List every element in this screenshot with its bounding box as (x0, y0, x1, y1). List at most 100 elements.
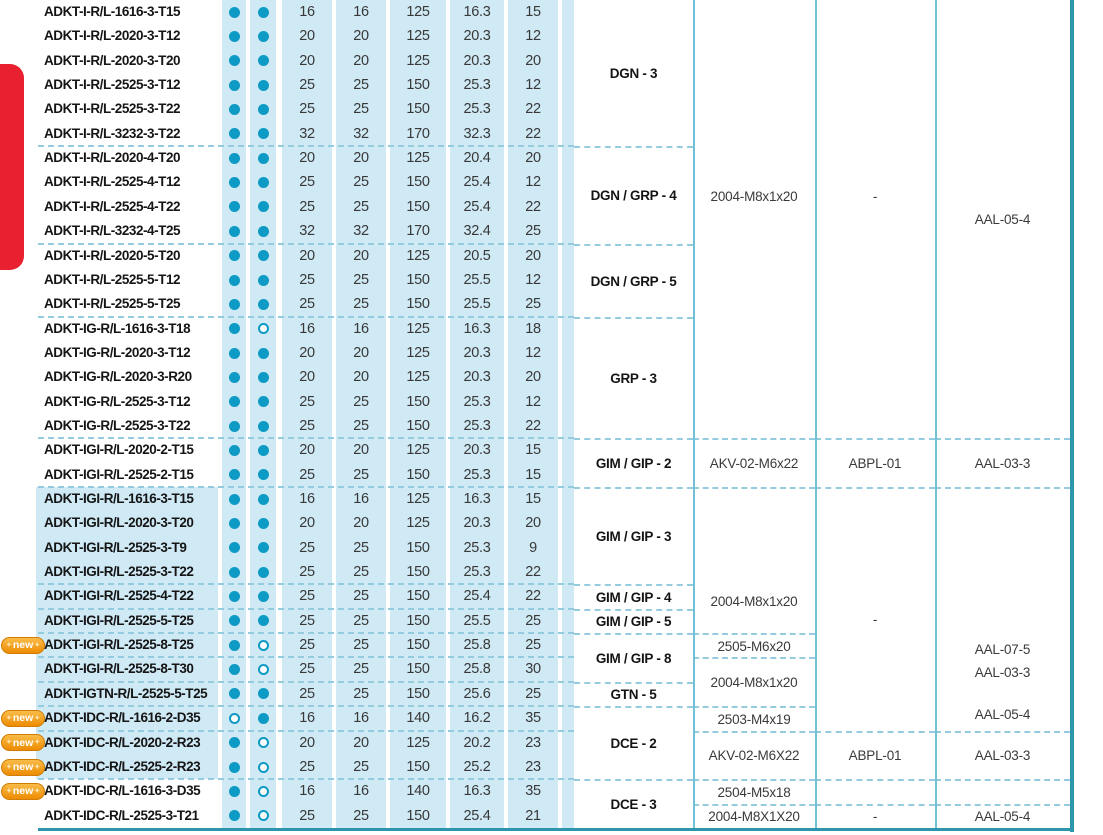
column-band (562, 0, 574, 828)
wrench-value: AAL-03-3 (974, 456, 1031, 472)
key-value: - (872, 809, 878, 825)
sparkle-icon: ✦ (34, 641, 41, 649)
value-cell: 25 (353, 174, 369, 191)
value-cell: 25.5 (463, 296, 491, 313)
availability-dot (257, 201, 269, 213)
designation-cell: ADKT-IDC-R/L-1616-2-D35 (44, 710, 201, 726)
key-value: ABPL-01 (848, 748, 902, 764)
insert-cell: DCE - 3 (574, 779, 693, 828)
value-cell: 32.3 (463, 125, 491, 142)
designation-cell: ADKT-I-R/L-1616-3-T15 (44, 4, 181, 19)
value-cell: 25.4 (463, 807, 491, 824)
availability-dot (257, 128, 269, 140)
designation-cell: ADKT-IGI-R/L-2525-3-T22 (44, 564, 194, 580)
availability-dot (257, 810, 269, 822)
value-cell: 150 (406, 77, 430, 94)
designation-cell: ADKT-IG-R/L-2525-3-T22 (44, 417, 191, 433)
value-cell: 25 (299, 661, 315, 678)
value-cell: 25 (353, 637, 369, 654)
value-cell: 150 (406, 198, 430, 215)
value-cell: 25.3 (463, 77, 491, 94)
screw-cell: 2504-M5x18 (693, 779, 815, 803)
value-cell: 20.4 (463, 150, 491, 167)
new-badge: ✦ new ✦ (1, 636, 46, 654)
designation-cell: ADKT-IGI-R/L-2525-2-T15 (44, 466, 194, 482)
sparkle-icon: ✦ (6, 641, 12, 649)
column-band (450, 0, 504, 828)
insert-cell: GIM / GIP - 4 (574, 584, 693, 608)
availability-dot (257, 688, 269, 700)
value-cell: 20 (525, 369, 541, 386)
insert-value: DCE - 2 (610, 736, 657, 752)
value-cell: 25 (299, 466, 315, 483)
designation-cell: ADKT-IDC-R/L-2525-3-T21 (44, 807, 199, 823)
value-cell: 22 (525, 198, 541, 215)
value-cell: 150 (406, 637, 430, 654)
insert-value: GIM / GIP - 4 (595, 590, 672, 606)
red-side-tab (0, 64, 24, 270)
value-cell: 125 (406, 247, 430, 264)
value-cell: 140 (406, 783, 430, 800)
value-cell: 25 (299, 685, 315, 702)
availability-dot (228, 371, 240, 383)
key-cell: ABPL-01 (815, 730, 935, 780)
value-cell: 125 (406, 369, 430, 386)
key-cell (815, 779, 935, 803)
value-cell: 20 (353, 52, 369, 69)
value-cell: 25.2 (463, 758, 491, 775)
value-cell: 25 (353, 539, 369, 556)
availability-dot (257, 737, 269, 749)
screw-value: AKV-02-M6x22 (709, 456, 799, 472)
screw-value: 2004-M8x1x20 (710, 594, 798, 610)
value-cell: 16 (299, 710, 315, 727)
value-cell: 25 (353, 685, 369, 702)
value-cell: 22 (525, 125, 541, 142)
value-cell: 22 (525, 101, 541, 118)
availability-dot (228, 201, 240, 213)
value-cell: 150 (406, 661, 430, 678)
availability-dot (257, 298, 269, 310)
screw-cell: 2503-M4x19 (693, 706, 815, 730)
value-cell: 25 (353, 393, 369, 410)
value-cell: 25.3 (463, 539, 491, 556)
insert-cell: GTN - 5 (574, 681, 693, 706)
value-cell: 150 (406, 296, 430, 313)
insert-cell: DGN / GRP - 5 (574, 243, 693, 317)
wrench-value: AAL-07-5 (974, 641, 1031, 657)
value-cell: 25.3 (463, 101, 491, 118)
new-badge-label: new (12, 639, 34, 652)
value-cell: 150 (406, 807, 430, 824)
availability-dot (257, 323, 269, 335)
sparkle-icon: ✦ (6, 739, 12, 747)
value-cell: 20.3 (463, 442, 491, 459)
table-border-bottom (38, 827, 1074, 832)
sparkle-icon: ✦ (34, 787, 41, 795)
availability-dot (228, 128, 240, 140)
availability-dot (228, 761, 240, 773)
value-cell: 150 (406, 417, 430, 434)
row-divider-dashed (38, 632, 574, 635)
designation-cell: ADKT-I-R/L-2020-5-T20 (44, 247, 181, 263)
value-cell: 20.2 (463, 734, 491, 751)
availability-dot (228, 591, 240, 603)
insert-value: GIM / GIP - 3 (595, 529, 672, 545)
value-cell: 20 (299, 734, 315, 751)
column-band (282, 0, 332, 828)
insert-cell: GIM / GIP - 8 (574, 633, 693, 682)
value-cell: 23 (525, 734, 541, 751)
value-cell: 12 (525, 393, 541, 410)
availability-dot (257, 274, 269, 286)
value-cell: 16.3 (463, 491, 491, 507)
screw-value: 2504-M5x18 (717, 784, 791, 800)
designation-cell: ADKT-I-R/L-2020-4-T20 (44, 150, 181, 166)
value-cell: 125 (406, 52, 430, 69)
value-cell: 16 (299, 491, 315, 507)
value-cell: 25.4 (463, 174, 491, 191)
row-divider-dashed (38, 778, 574, 781)
insert-cell: DCE - 2 (574, 706, 693, 779)
availability-dot (228, 104, 240, 116)
value-cell: 25 (353, 612, 369, 629)
designation-cell: ADKT-I-R/L-3232-3-T22 (44, 125, 181, 141)
insert-value: GTN - 5 (610, 687, 657, 703)
value-cell: 16 (299, 4, 315, 20)
